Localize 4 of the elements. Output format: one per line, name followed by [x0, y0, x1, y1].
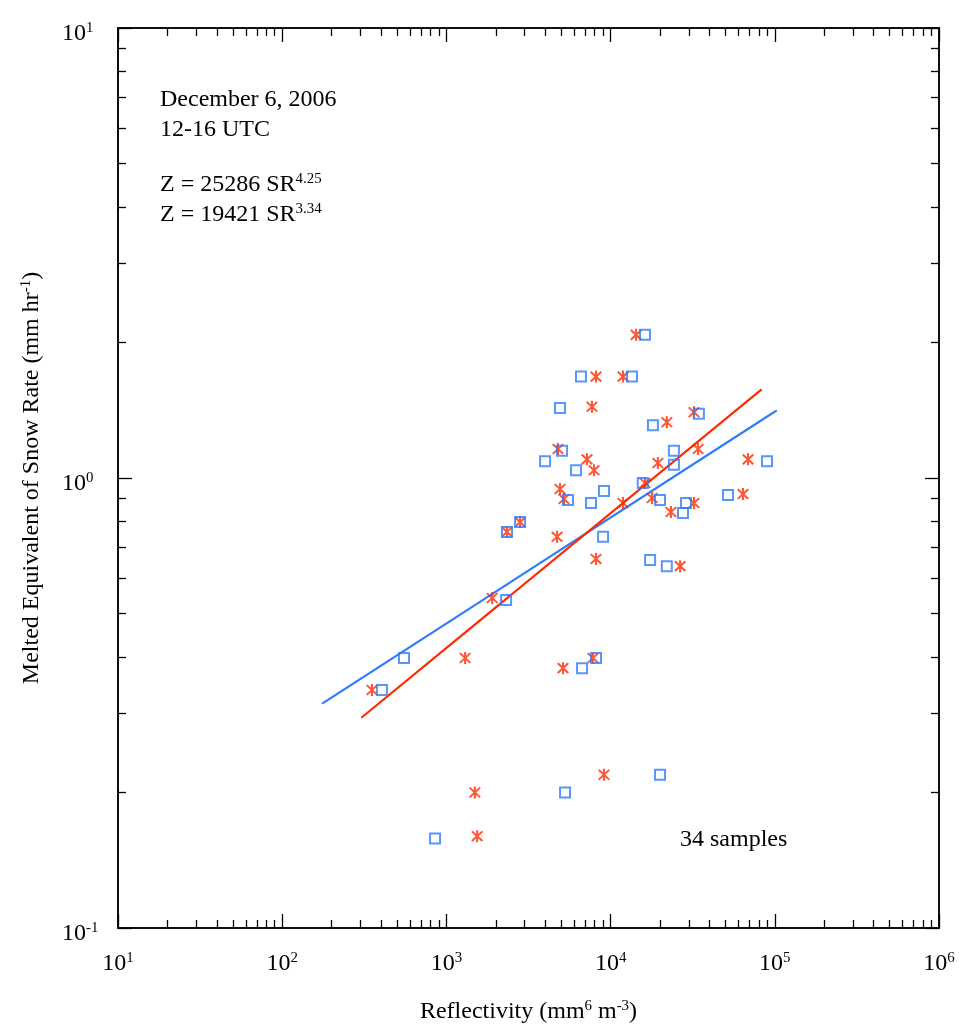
annotation: 12-16 UTC: [160, 115, 270, 141]
y-axis-title: Melted Equivalent of Snow Rate (mm hr-1): [16, 271, 43, 685]
annotation: December 6, 2006: [160, 85, 337, 111]
annotation: 34 samples: [680, 825, 788, 851]
